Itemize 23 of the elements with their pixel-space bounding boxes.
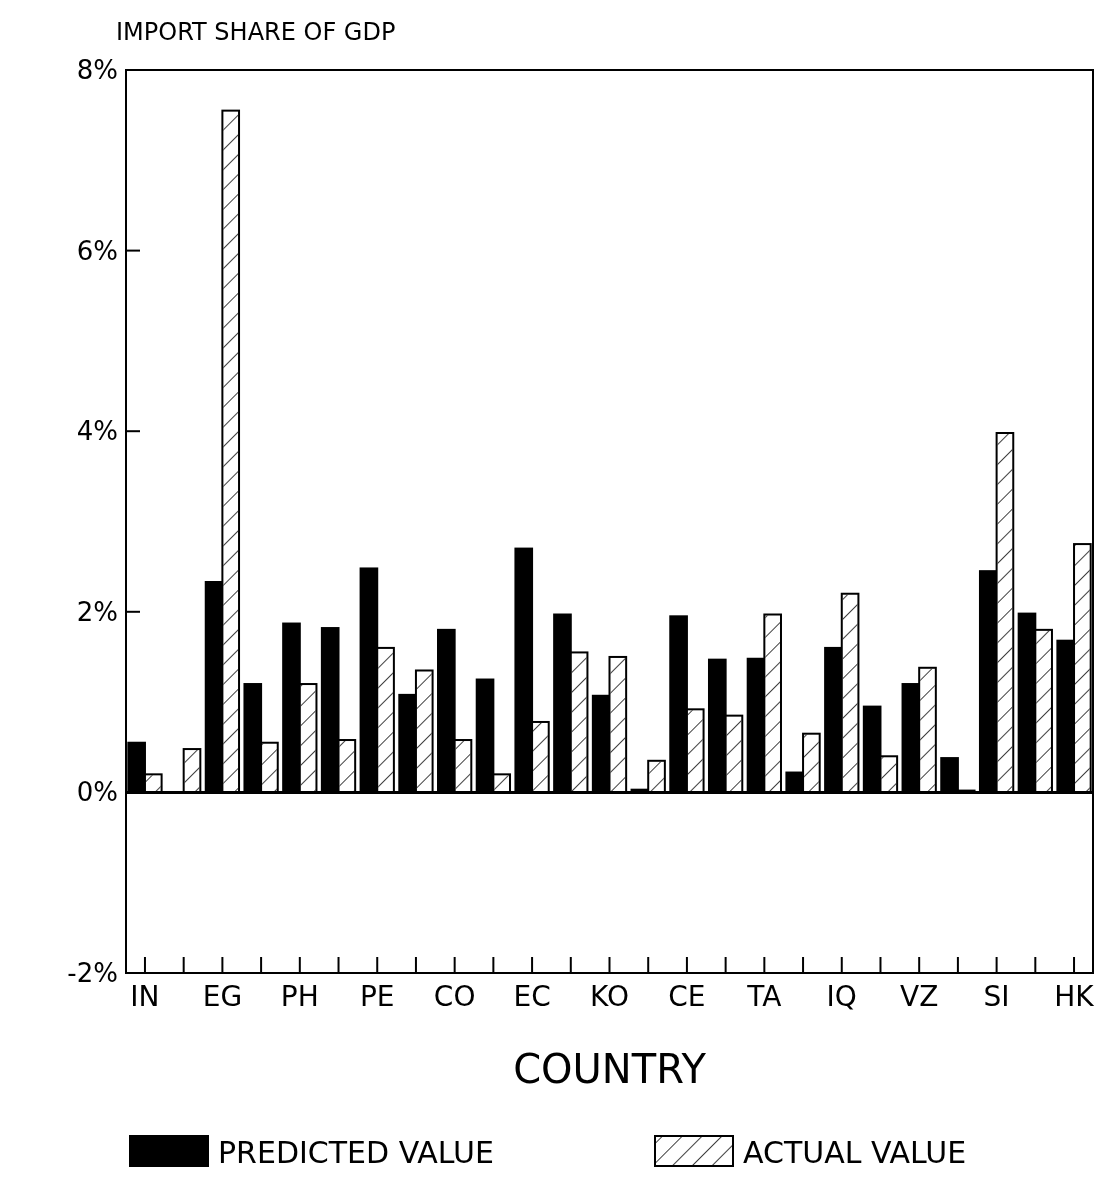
x-tick-label: KO [590, 979, 629, 1013]
x-tick-label: PE [359, 979, 395, 1013]
x-tick-label: IQ [826, 979, 857, 1013]
y-axis-title: IMPORT SHARE OF GDP [116, 18, 396, 46]
y-tick-label: 4% [76, 416, 118, 447]
x-tick-label: PH [280, 979, 319, 1013]
legend-label: ACTUAL VALUE [743, 1134, 967, 1170]
x-tick-label: VZ [900, 979, 939, 1013]
x-tick-label: IN [130, 979, 160, 1013]
x-tick-label: CE [668, 979, 706, 1013]
y-tick-label: 0% [76, 777, 118, 808]
y-tick-label: 8% [76, 55, 118, 85]
x-tick-label: CO [433, 979, 476, 1013]
y-tick-label: 2% [76, 596, 118, 627]
y-tick-label: -2% [67, 958, 118, 988]
x-tick-label: SI [983, 979, 1010, 1013]
x-tick-label: EC [513, 979, 551, 1013]
x-tick-label: HK [1054, 979, 1095, 1013]
x-tick-label: TA [746, 979, 782, 1013]
y-tick-label: 6% [76, 235, 118, 266]
legend-label: PREDICTED VALUE [218, 1134, 494, 1170]
x-axis-title: COUNTRY [513, 1046, 707, 1092]
x-tick-label: EG [202, 979, 243, 1013]
